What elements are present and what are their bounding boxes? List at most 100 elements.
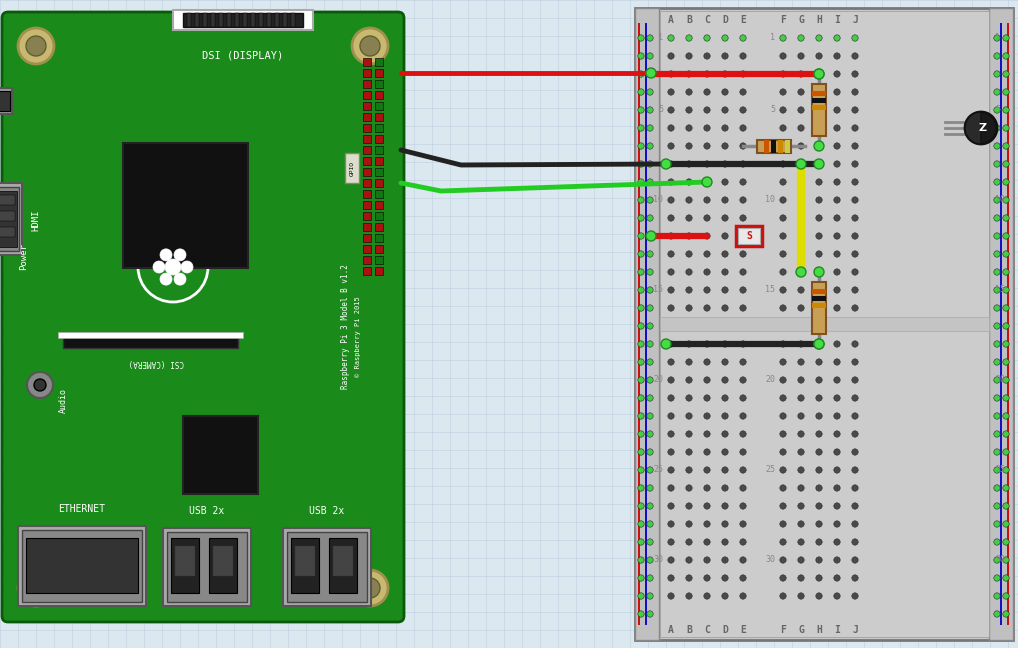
Circle shape: [780, 35, 786, 41]
Circle shape: [661, 339, 671, 349]
Circle shape: [638, 413, 644, 419]
Circle shape: [852, 395, 858, 401]
Circle shape: [668, 467, 674, 473]
Circle shape: [703, 467, 711, 473]
Circle shape: [798, 305, 804, 311]
Circle shape: [668, 251, 674, 257]
Circle shape: [852, 521, 858, 527]
Bar: [203, 13, 207, 27]
Circle shape: [798, 125, 804, 131]
Circle shape: [834, 593, 840, 599]
Circle shape: [834, 503, 840, 509]
Text: CSI (CAMERA): CSI (CAMERA): [128, 358, 184, 367]
Circle shape: [780, 557, 786, 563]
Circle shape: [815, 233, 823, 239]
Circle shape: [722, 233, 728, 239]
Circle shape: [703, 341, 711, 347]
Bar: [635, 8, 659, 640]
Circle shape: [703, 143, 711, 149]
Circle shape: [722, 503, 728, 509]
Bar: [363, 201, 371, 209]
Circle shape: [638, 233, 644, 239]
Circle shape: [834, 71, 840, 77]
Circle shape: [668, 485, 674, 491]
Circle shape: [834, 557, 840, 563]
Circle shape: [686, 521, 692, 527]
Bar: [375, 267, 383, 275]
Text: 10: 10: [995, 196, 1005, 205]
Circle shape: [1003, 467, 1009, 473]
Text: B: B: [686, 15, 692, 25]
Bar: [235, 13, 239, 27]
Bar: [363, 223, 371, 231]
Circle shape: [815, 71, 823, 77]
Circle shape: [852, 341, 858, 347]
Circle shape: [686, 214, 692, 221]
Circle shape: [814, 339, 824, 349]
Circle shape: [638, 359, 644, 365]
Bar: [363, 135, 371, 143]
Bar: [812, 289, 826, 294]
Bar: [363, 113, 371, 121]
Text: 1: 1: [770, 34, 775, 43]
Circle shape: [668, 269, 674, 275]
Circle shape: [668, 214, 674, 221]
Circle shape: [1003, 341, 1009, 347]
Circle shape: [638, 341, 644, 347]
Circle shape: [740, 395, 746, 401]
Circle shape: [160, 273, 172, 285]
Circle shape: [815, 287, 823, 293]
Circle shape: [703, 376, 711, 383]
Circle shape: [646, 449, 654, 455]
Circle shape: [646, 214, 654, 221]
Circle shape: [780, 431, 786, 437]
Circle shape: [834, 413, 840, 419]
Bar: [0, 91, 10, 111]
Circle shape: [722, 431, 728, 437]
Circle shape: [740, 287, 746, 293]
Text: 10: 10: [765, 196, 775, 205]
Circle shape: [798, 485, 804, 491]
Circle shape: [646, 413, 654, 419]
Circle shape: [646, 71, 654, 77]
Circle shape: [994, 71, 1001, 77]
Circle shape: [668, 52, 674, 59]
Circle shape: [668, 161, 674, 167]
Circle shape: [1003, 593, 1009, 599]
Circle shape: [703, 107, 711, 113]
Circle shape: [686, 503, 692, 509]
Circle shape: [34, 379, 46, 391]
Circle shape: [686, 107, 692, 113]
Circle shape: [668, 233, 674, 239]
Text: B: B: [686, 625, 692, 635]
Text: 20: 20: [653, 375, 663, 384]
Bar: [345, 153, 359, 183]
Circle shape: [852, 359, 858, 365]
Circle shape: [740, 593, 746, 599]
Circle shape: [994, 575, 1001, 581]
Circle shape: [780, 341, 786, 347]
Bar: [251, 13, 254, 27]
Circle shape: [740, 359, 746, 365]
Circle shape: [638, 395, 644, 401]
Bar: [375, 223, 383, 231]
Circle shape: [798, 503, 804, 509]
Bar: [363, 69, 371, 77]
Circle shape: [815, 179, 823, 185]
Bar: [375, 190, 383, 198]
Circle shape: [668, 557, 674, 563]
Circle shape: [638, 323, 644, 329]
Circle shape: [686, 197, 692, 203]
Bar: [363, 179, 371, 187]
Circle shape: [686, 179, 692, 185]
Circle shape: [703, 359, 711, 365]
Bar: [0, 227, 15, 237]
Circle shape: [815, 467, 823, 473]
Bar: [163, 528, 251, 606]
Circle shape: [740, 107, 746, 113]
Circle shape: [780, 503, 786, 509]
Text: Power: Power: [19, 244, 29, 270]
Circle shape: [798, 431, 804, 437]
Text: Audio: Audio: [58, 388, 67, 413]
Circle shape: [646, 503, 654, 509]
